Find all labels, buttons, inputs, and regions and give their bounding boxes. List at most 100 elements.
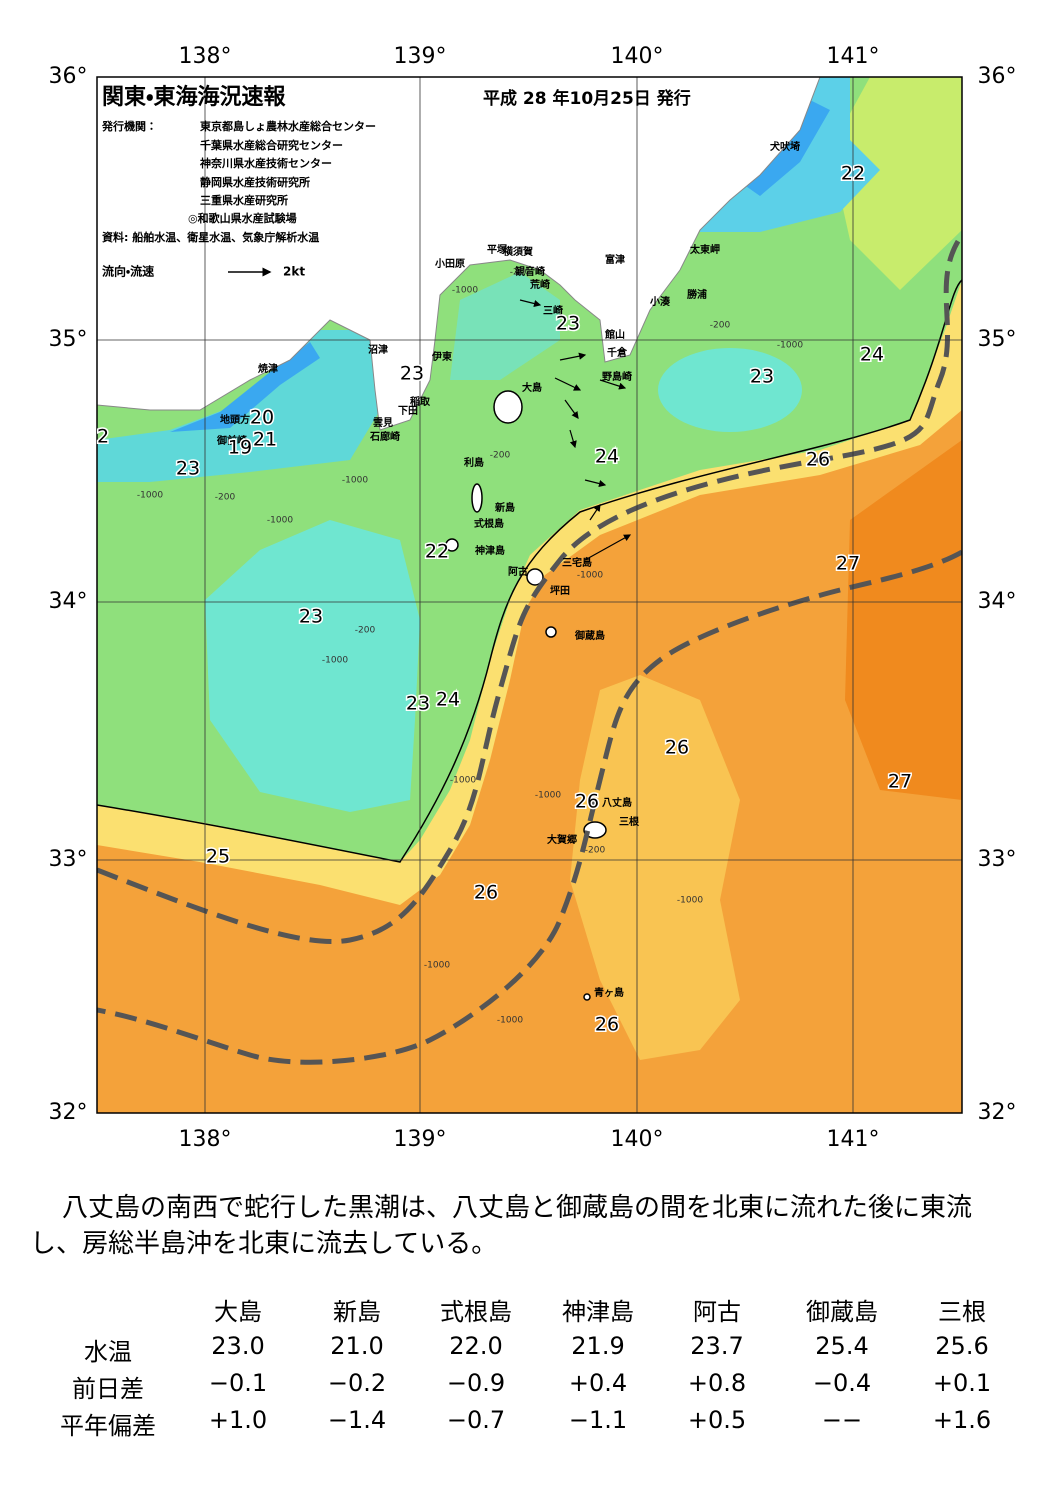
table-cell: 阿古 — [693, 1298, 741, 1326]
place-name: 横須賀 — [503, 245, 533, 258]
table-cell: 大島 — [214, 1298, 262, 1326]
lat-label: 34° — [978, 589, 1017, 614]
legend-speed: 2kt — [283, 265, 305, 279]
isotherm-label: 26 — [665, 737, 689, 759]
lat-label: 32° — [49, 1100, 88, 1125]
table-cell: −0.1 — [208, 1369, 268, 1397]
table-cell: 21.0 — [330, 1332, 384, 1360]
isotherm-label: 24 — [595, 446, 619, 468]
depth-label: -200 — [215, 493, 236, 503]
lon-label: 138° — [179, 44, 232, 69]
isotherm-label: 23 — [556, 313, 580, 335]
issuer: 東京都島しょ農林水産総合センター — [200, 119, 376, 133]
place-name: 阿古 — [508, 565, 528, 578]
lon-label: 139° — [394, 44, 447, 69]
table-cell: +0.5 — [687, 1406, 747, 1434]
place-name: 沼津 — [368, 343, 388, 356]
place-name: 平塚 — [487, 243, 508, 256]
depth-label: -1000 — [424, 961, 450, 971]
isotherm-label: 23 — [406, 693, 430, 715]
place-name: 犬吠埼 — [770, 140, 800, 153]
issuer: 三重県水産研究所 — [200, 193, 288, 207]
place-name: 神津島 — [474, 544, 505, 557]
table-cell: +0.4 — [568, 1369, 628, 1397]
isotherm-label: 26 — [575, 791, 599, 813]
isotherm-label: 26 — [474, 882, 498, 904]
place-name: 千倉 — [607, 346, 628, 359]
lon-label: 138° — [179, 1127, 232, 1152]
lon-label: 141° — [827, 44, 880, 69]
depth-label: -1000 — [267, 516, 293, 526]
source: 資料: 船舶水温、衛星水温、気象庁解析水温 — [102, 230, 319, 244]
place-name: 大島 — [522, 381, 542, 394]
isotherm-label: 24 — [436, 689, 460, 711]
table-cell: −0.2 — [327, 1369, 387, 1397]
table-cell: 23.0 — [211, 1332, 265, 1360]
isotherm-label: 27 — [888, 771, 912, 793]
table-cell: −0.7 — [446, 1406, 506, 1434]
place-name: 大賀郷 — [547, 833, 577, 846]
place-name: 焼津 — [258, 362, 278, 375]
isotherm-label: 20 — [250, 407, 274, 429]
table-cell: 式根島 — [440, 1298, 512, 1326]
table-cell: −1.1 — [568, 1406, 628, 1434]
depth-label: -200 — [510, 268, 531, 278]
depth-label: -1000 — [342, 476, 368, 486]
table-cell: 25.4 — [815, 1332, 869, 1360]
legend-label: 流向・流速 — [102, 264, 154, 279]
place-name: 小田原 — [434, 257, 465, 270]
place-name: 八丈島 — [602, 796, 632, 809]
lat-label: 35° — [49, 327, 88, 352]
table-cell: −− — [821, 1406, 863, 1434]
place-name: 野島崎 — [602, 370, 632, 383]
lon-label: 140° — [611, 44, 664, 69]
place-name: 雲見 — [373, 417, 393, 429]
issuer: 静岡県水産技術研究所 — [200, 175, 310, 189]
title: 関東・東海海況速報 — [102, 84, 286, 110]
isotherm-label: 24 — [860, 344, 884, 366]
table-cell: −1.4 — [327, 1406, 387, 1434]
depth-label: -1000 — [322, 656, 348, 666]
table-cell: −0.9 — [446, 1369, 506, 1397]
place-name: 富津 — [605, 253, 625, 266]
lon-label: 139° — [394, 1127, 447, 1152]
depth-label: -1000 — [137, 491, 163, 501]
depth-label: -1000 — [577, 571, 603, 581]
table-cell: 22.0 — [449, 1332, 503, 1360]
table-cell: 水温 — [84, 1338, 132, 1366]
table-cell: +0.1 — [932, 1369, 992, 1397]
place-name: 石廊崎 — [369, 430, 400, 443]
place-name: 稲取 — [410, 395, 431, 408]
table-cell: 前日差 — [72, 1375, 144, 1403]
isotherm-label: 25 — [206, 846, 230, 868]
isotherm-label: 21 — [253, 429, 277, 451]
isotherm-label: 19 — [228, 437, 252, 459]
issuer: 千葉県水産総合研究センター — [200, 138, 343, 152]
depth-label: -200 — [355, 626, 376, 636]
isotherm-label: 23 — [176, 458, 200, 480]
lat-label: 35° — [978, 327, 1017, 352]
sea-temperature — [97, 77, 962, 1113]
lat-label: 36° — [49, 64, 88, 89]
lon-label: 140° — [611, 1127, 664, 1152]
table-cell: 25.6 — [935, 1332, 989, 1360]
table-cell: 神津島 — [562, 1298, 634, 1326]
description: 八丈島の南西で蛇行した黒潮は、八丈島と御蔵島の間を北東に流れた後に東流し、房総半… — [30, 1193, 973, 1259]
depth-label: -200 — [585, 846, 606, 856]
place-name: 御前崎 — [216, 434, 247, 447]
issue-date: 平成 28 年10月25日 発行 — [483, 88, 691, 109]
place-name: 伊東 — [431, 350, 452, 363]
lon-label: 141° — [827, 1127, 880, 1152]
lat-label: 33° — [49, 847, 88, 872]
depth-label: -1000 — [450, 776, 476, 786]
isotherm-label: 26 — [595, 1014, 619, 1036]
table-cell: −0.4 — [812, 1369, 872, 1397]
place-name: 小湊 — [649, 295, 671, 308]
place-name: 館山 — [604, 328, 625, 341]
table-cell: 三根 — [938, 1298, 986, 1326]
place-name: 三崎 — [543, 304, 563, 317]
isotherm-label: 23 — [400, 363, 424, 385]
lat-label: 34° — [49, 589, 88, 614]
place-name: 坪田 — [550, 584, 570, 597]
